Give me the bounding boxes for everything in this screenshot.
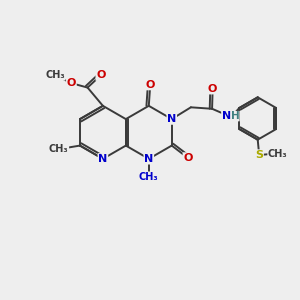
Text: CH₃: CH₃ xyxy=(268,148,288,158)
Text: N: N xyxy=(144,154,153,164)
Text: O: O xyxy=(183,153,193,163)
Text: N: N xyxy=(167,114,176,124)
Text: CH₃: CH₃ xyxy=(45,70,65,80)
Text: O: O xyxy=(146,80,155,90)
Text: CH₃: CH₃ xyxy=(139,172,159,182)
Text: CH₃: CH₃ xyxy=(49,144,69,154)
Text: O: O xyxy=(96,70,106,80)
Text: N: N xyxy=(98,154,107,164)
Text: N: N xyxy=(222,111,231,121)
Text: O: O xyxy=(67,78,76,88)
Text: H: H xyxy=(231,111,239,121)
Text: S: S xyxy=(255,150,263,160)
Text: O: O xyxy=(208,84,218,94)
